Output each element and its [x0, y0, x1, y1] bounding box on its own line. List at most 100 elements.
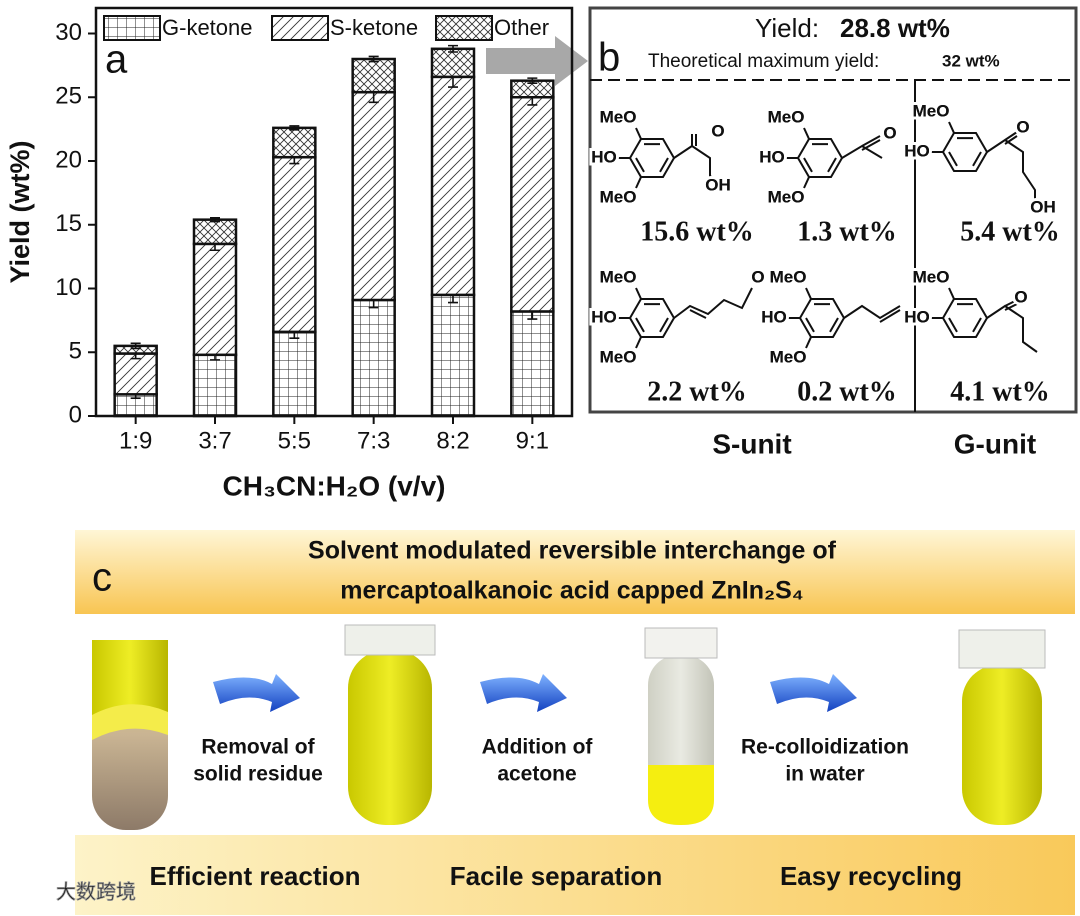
- y-tick-label: 0: [69, 401, 82, 428]
- x-tick-label: 7:3: [357, 427, 390, 454]
- x-tick-label: 9:1: [516, 427, 549, 454]
- bar-segment: [272, 330, 317, 418]
- step-label: in water: [785, 763, 864, 786]
- atom-label: OH: [1030, 197, 1056, 216]
- atom-label: MeO: [600, 107, 637, 126]
- error-bar: [289, 125, 300, 131]
- substituent-bonds: [931, 287, 955, 319]
- bar-segment: [351, 57, 396, 94]
- bar-segment: [351, 90, 396, 302]
- bar-segment: [192, 242, 238, 357]
- atom-label: MeO: [768, 187, 805, 206]
- y-axis-label: Yield (wt%): [5, 140, 35, 283]
- atom-label: MeO: [600, 267, 637, 286]
- atom-label: MeO: [913, 267, 950, 286]
- step-label: Addition of: [482, 736, 594, 759]
- bar-segment: [113, 352, 158, 396]
- atom-label: HO: [904, 307, 930, 326]
- legend-label: Other: [494, 15, 549, 40]
- panel-b-frame: [486, 6, 1078, 414]
- y-tick-label: 15: [55, 210, 82, 237]
- legend-label: S-ketone: [330, 15, 418, 40]
- atom-label: OH: [1030, 197, 1056, 216]
- ring-double-bonds: [805, 303, 839, 333]
- step-label: Re-colloidization: [741, 736, 909, 759]
- bar-segment: [430, 75, 476, 297]
- atom-label: MeO: [768, 107, 805, 126]
- y-tick-label: 20: [55, 146, 82, 173]
- x-tick-label: 8:2: [436, 427, 469, 454]
- group-label: G-unit: [954, 428, 1036, 459]
- atom-label: HO: [591, 307, 617, 326]
- atom-label: MeO: [770, 267, 807, 286]
- atom-label: MeO: [770, 347, 807, 366]
- compound-yield: 2.2 wt%: [647, 376, 747, 407]
- panel-label: c: [92, 556, 112, 600]
- x-tick-label: 1:9: [119, 427, 152, 454]
- y-tick-label: 5: [69, 338, 82, 365]
- atom-label: OH: [705, 175, 731, 194]
- substituent-bonds: [618, 287, 642, 349]
- bar-segment: [351, 298, 396, 418]
- atom-label: HO: [761, 307, 787, 326]
- ring-double-bonds: [948, 137, 982, 167]
- bar-segment: [272, 155, 317, 334]
- side-chain: [841, 135, 883, 159]
- atom-label: MeO: [600, 347, 637, 366]
- atom-label: MeO: [913, 101, 950, 120]
- side-chain: [843, 304, 901, 323]
- atom-label: O: [1014, 287, 1027, 306]
- step-label: acetone: [497, 763, 576, 786]
- atom-label: HO: [591, 147, 617, 166]
- atom-label: MeO: [913, 101, 950, 120]
- substituent-bonds: [618, 127, 642, 189]
- footer-label: Facile separation: [450, 861, 662, 891]
- atom-label: MeO: [770, 267, 807, 286]
- y-tick-label: 10: [55, 274, 82, 301]
- footer-label: Easy recycling: [780, 861, 962, 891]
- atom-label: O: [1016, 117, 1029, 136]
- atom-label: O: [711, 121, 724, 140]
- atom-label: MeO: [913, 267, 950, 286]
- atom-label: HO: [904, 141, 930, 160]
- bar-segment: [272, 126, 317, 159]
- y-tick-label: 25: [55, 83, 82, 110]
- error-bar: [368, 55, 379, 63]
- atom-label: HO: [759, 147, 785, 166]
- legend-swatch: [435, 15, 493, 41]
- ring-double-bonds: [803, 143, 837, 173]
- side-chain: [986, 299, 1038, 353]
- atom-label: HO: [591, 147, 617, 166]
- panel-label: a: [105, 38, 128, 82]
- panel-c-title: mercaptoalkanoic acid capped ZnIn₂S₄: [340, 577, 803, 605]
- atom-label: HO: [761, 307, 787, 326]
- ring-double-bonds: [635, 143, 669, 173]
- bar-segment: [510, 310, 555, 418]
- side-chain: [986, 131, 1036, 202]
- atom-label: MeO: [768, 107, 805, 126]
- atom-label: MeO: [770, 347, 807, 366]
- step-label: solid residue: [193, 763, 323, 786]
- error-bar: [130, 342, 141, 350]
- atom-label: MeO: [600, 187, 637, 206]
- legend-swatch: [103, 15, 161, 41]
- panel-c-title: Solvent modulated reversible interchange…: [308, 537, 837, 565]
- bar-segment: [430, 47, 476, 79]
- plot-frame: [94, 6, 574, 418]
- atom-label: HO: [904, 141, 930, 160]
- atom-label: O: [1014, 287, 1027, 306]
- watermark: 大数跨境: [56, 880, 136, 903]
- x-tick-label: 3:7: [198, 427, 231, 454]
- substituent-bonds: [931, 121, 955, 153]
- atom-label: O: [883, 123, 896, 142]
- group-label: S-unit: [712, 428, 791, 459]
- compound-yield: 15.6 wt%: [640, 216, 754, 247]
- compound-yield: 5.4 wt%: [960, 216, 1060, 247]
- bar-segment: [192, 353, 238, 418]
- max-yield-label: Theoretical maximum yield:: [648, 51, 879, 72]
- yield-label: Yield:: [755, 13, 819, 43]
